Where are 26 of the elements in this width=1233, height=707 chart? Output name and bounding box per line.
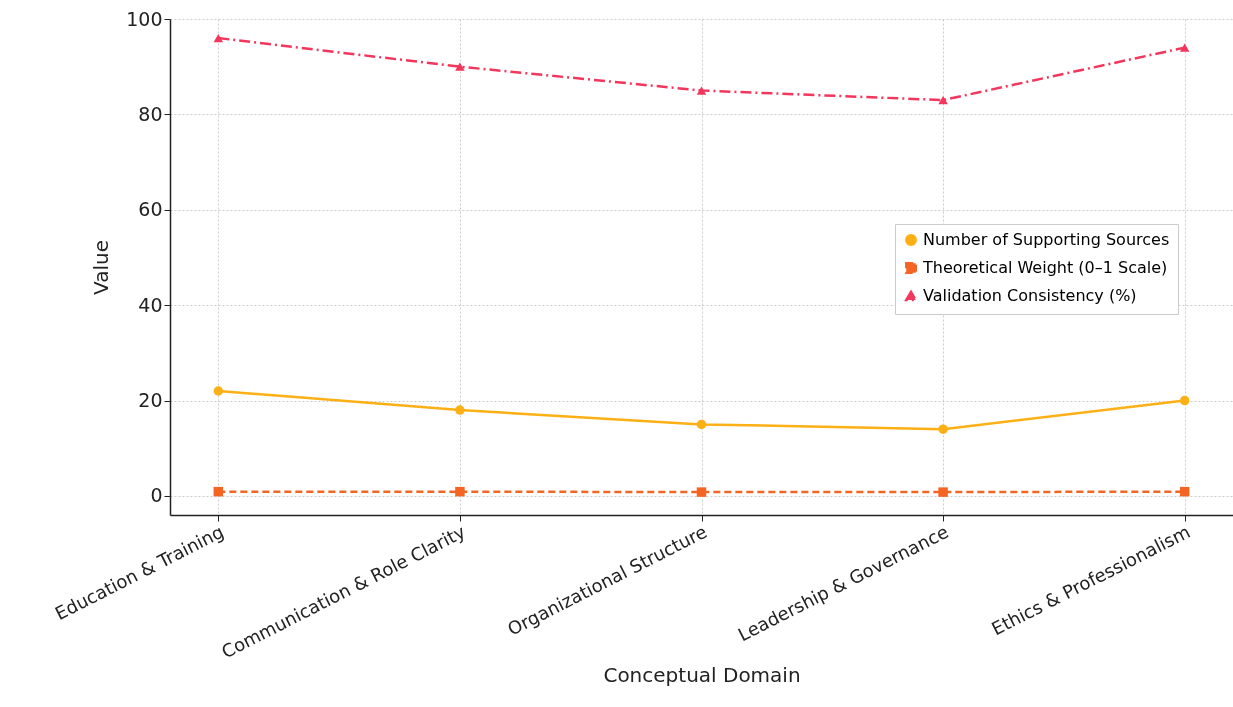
point xyxy=(938,95,948,105)
point xyxy=(696,419,707,430)
point xyxy=(938,424,948,434)
point xyxy=(455,62,465,71)
legend-label: Theoretical Weight (0–1 Scale) xyxy=(922,258,1168,277)
y-tick-label: 0 xyxy=(150,484,163,507)
point xyxy=(696,487,707,497)
y-tick-label: 80 xyxy=(138,102,163,125)
y-tick-label: 40 xyxy=(138,293,163,316)
point xyxy=(455,405,465,415)
point xyxy=(1179,43,1190,52)
point xyxy=(696,86,707,95)
point xyxy=(455,486,465,497)
legend-label: Number of Supporting Sources xyxy=(923,230,1170,249)
x-axis-title: Conceptual Domain xyxy=(603,663,801,688)
y-tick-label: 20 xyxy=(138,389,163,412)
y-tick-label: 100 xyxy=(126,7,163,30)
y-axis-title: Value xyxy=(89,240,114,295)
y-tick-label: 60 xyxy=(138,198,163,221)
point xyxy=(1179,395,1190,406)
point xyxy=(213,386,224,396)
point xyxy=(213,486,224,497)
point xyxy=(213,33,224,43)
point xyxy=(938,487,948,497)
point xyxy=(1179,486,1190,497)
legend-label: Validation Consistency (%) xyxy=(923,286,1137,305)
